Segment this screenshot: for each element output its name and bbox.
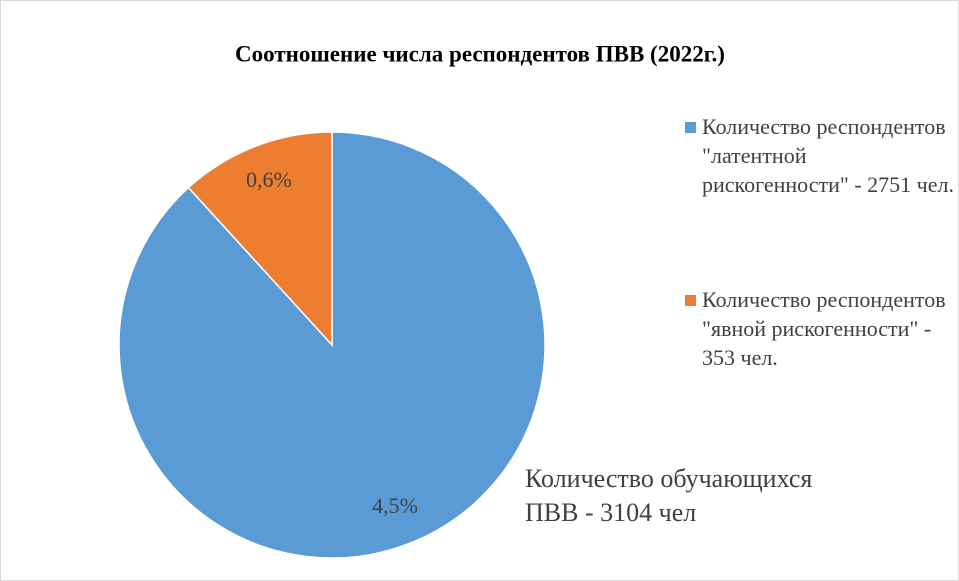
pie-slice	[187, 131, 333, 347]
chart-title: Соотношение числа респондентов ПВВ (2022…	[235, 41, 725, 66]
legend-item: Количество респондентов "латентной риско…	[685, 112, 955, 199]
legend-swatch	[685, 295, 696, 306]
annotation: Количество обучающихся ПВВ - 3104 чел	[525, 464, 813, 527]
legend-item: Количество респондентов "явной рискогенн…	[685, 285, 955, 372]
legend-label: Количество респондентов "латентной риско…	[702, 114, 954, 197]
data-label: 0,6%	[246, 167, 292, 192]
legend-swatch	[685, 122, 696, 133]
legend-label: Количество респондентов "явной рискогенн…	[702, 287, 946, 370]
data-label: 4,5%	[372, 493, 418, 518]
